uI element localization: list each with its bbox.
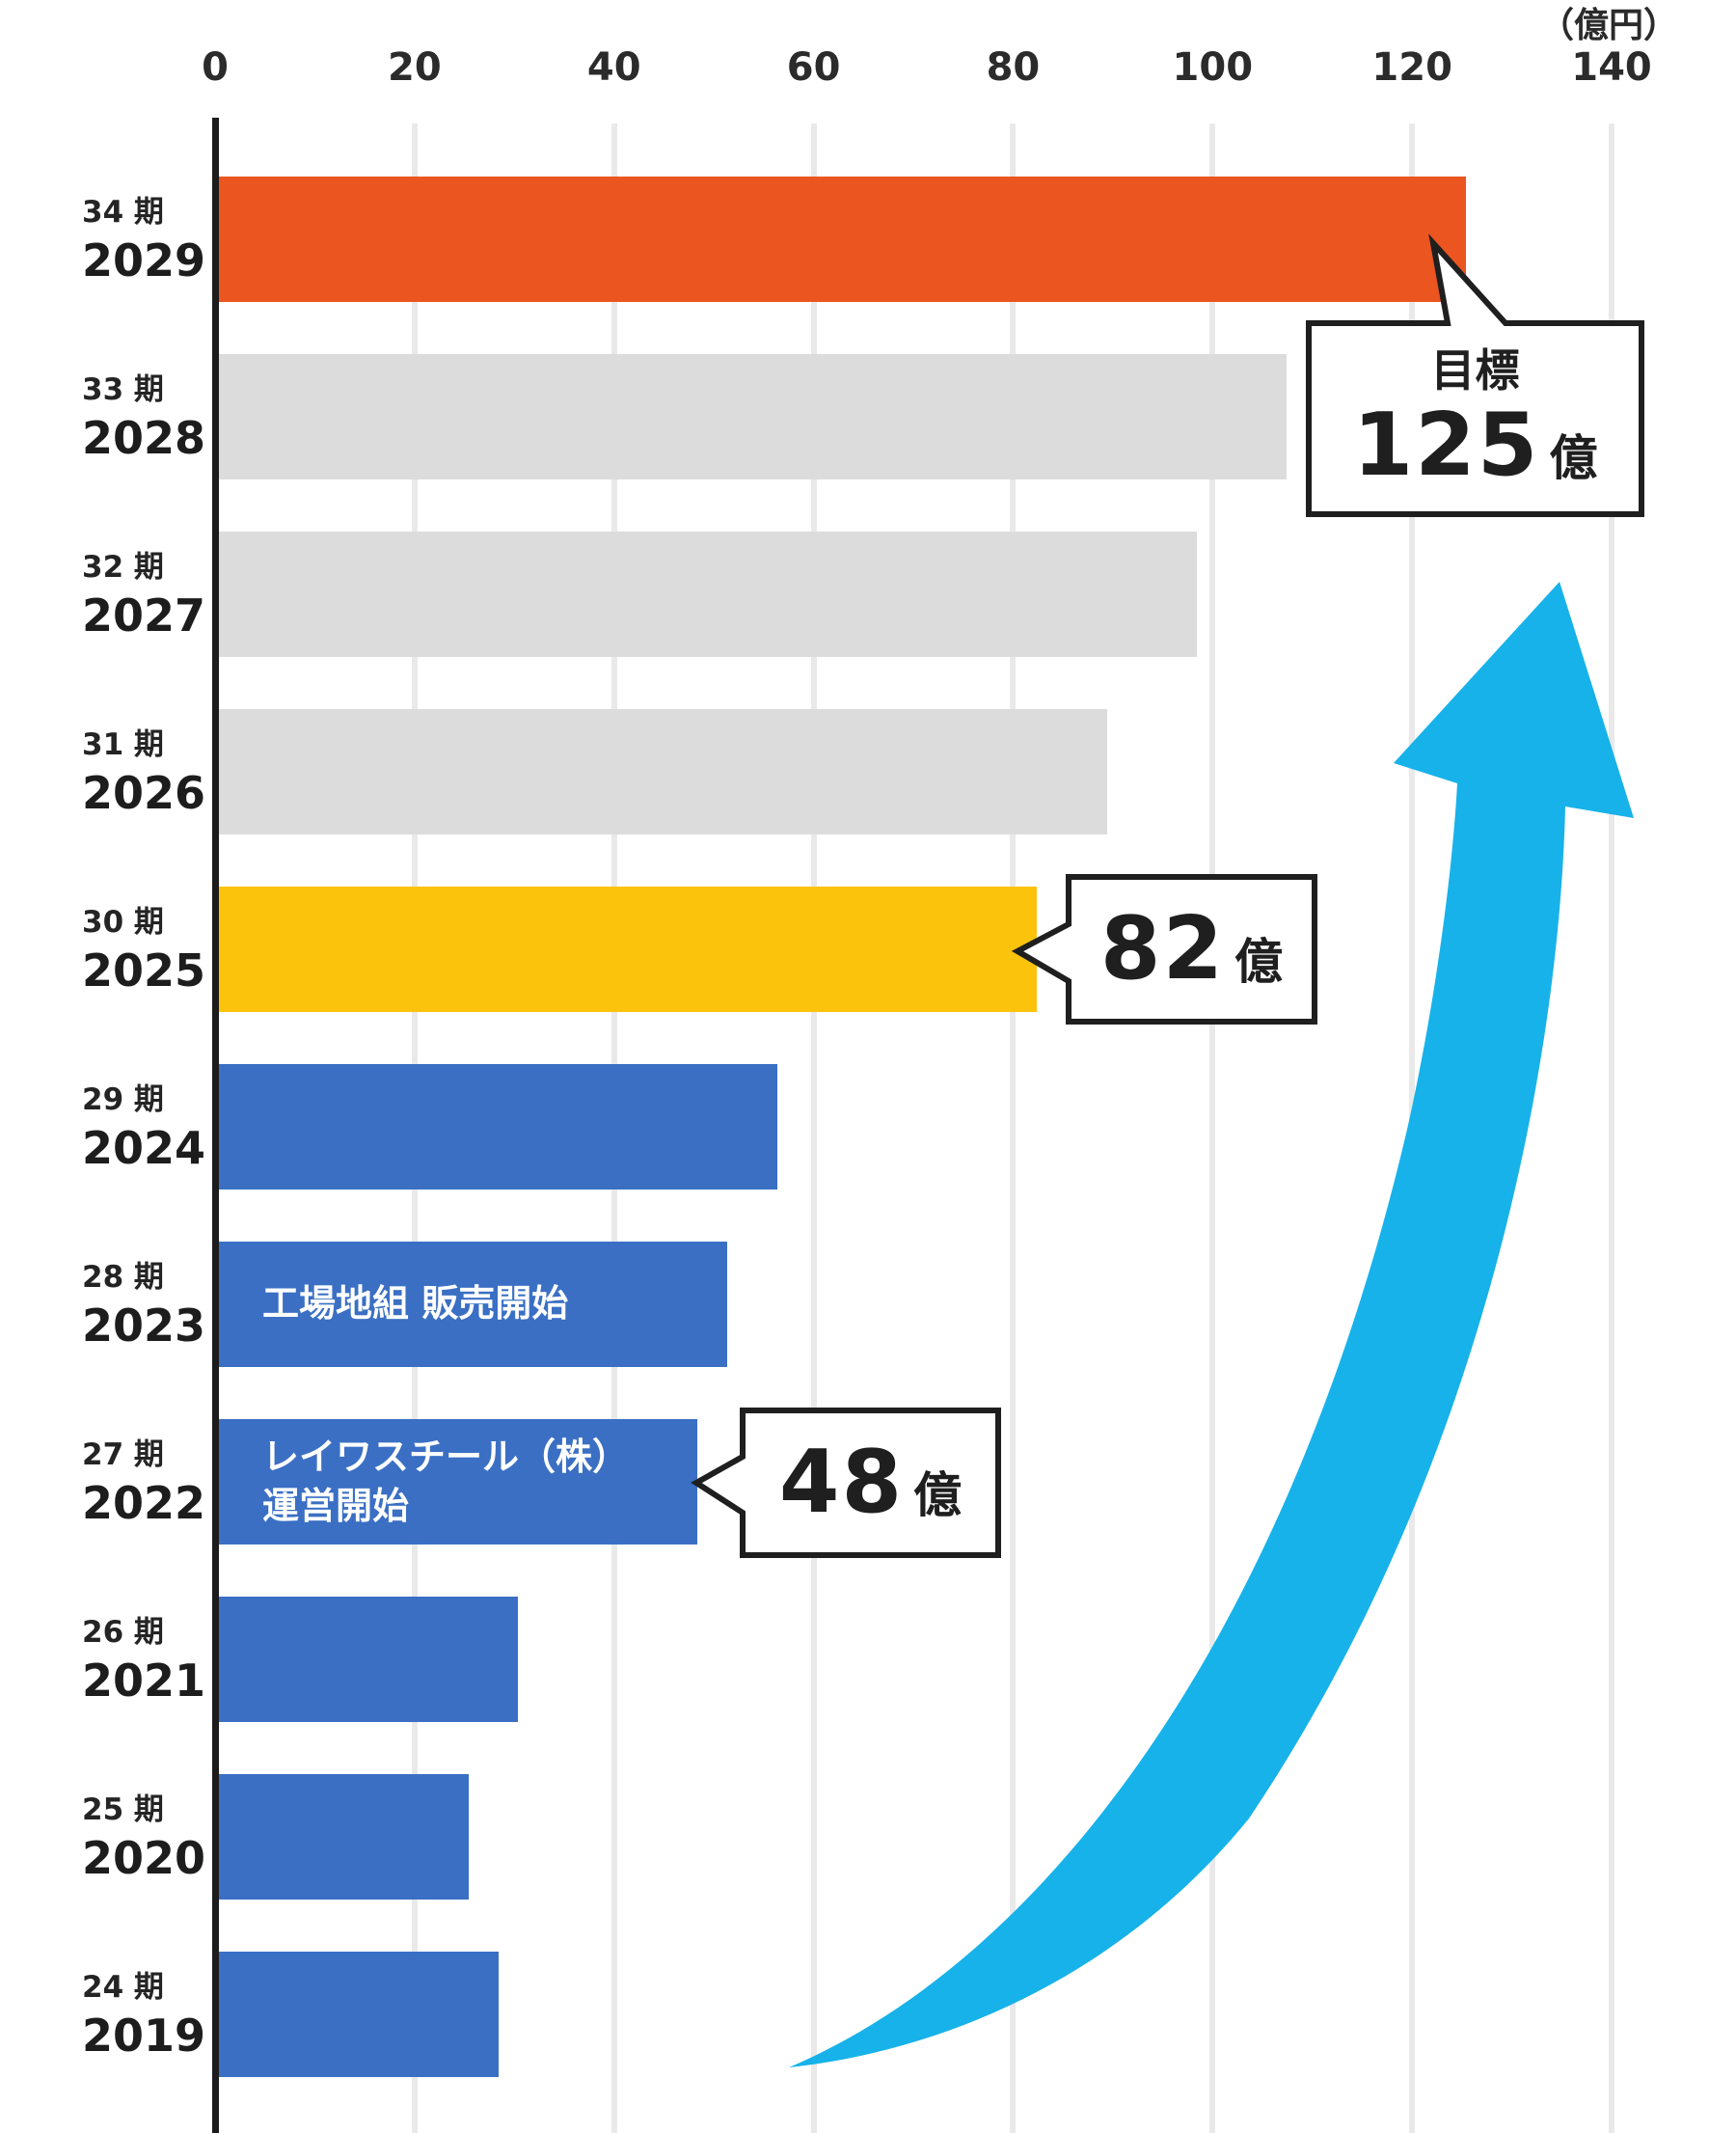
fiscal-period-label: 24 期 (82, 1970, 164, 2005)
gridline (1209, 123, 1216, 2133)
row-label-2027: 32 期 2027 (82, 544, 205, 644)
row-label-2025: 30 期 2025 (82, 899, 205, 999)
callout-unit: 億 (1234, 934, 1284, 990)
fiscal-period-label: 28 期 (82, 1260, 164, 1295)
callout-value: 82 (1099, 898, 1226, 999)
row-label-2019: 24 期 2019 (82, 1964, 205, 2065)
callout-bubble-mid (1011, 874, 1317, 1025)
gridline (1609, 123, 1615, 2133)
year-label: 2019 (82, 2010, 206, 2062)
fiscal-period-label: 26 期 (82, 1615, 164, 1650)
x-tick-label: 100 (1172, 45, 1254, 90)
callout-bubble-target (1306, 233, 1644, 517)
bar-2023: 工場地組 販売開始 (219, 1242, 728, 1367)
year-label: 2029 (82, 234, 206, 287)
callout-unit: 億 (913, 1467, 963, 1523)
fiscal-period-label: 27 期 (82, 1437, 164, 1472)
row-label-2028: 33 期 2028 (82, 367, 205, 467)
x-tick-label: 20 (388, 45, 442, 90)
callout-text-mid: 82 億 (1069, 877, 1315, 1022)
x-tick-label: 40 (586, 45, 641, 90)
bar-2025 (219, 887, 1038, 1012)
fiscal-period-label: 25 期 (82, 1792, 164, 1827)
callout-value: 125 (1352, 395, 1540, 496)
row-label-2026: 31 期 2026 (82, 722, 205, 822)
callout-value: 48 (778, 1432, 905, 1533)
year-label: 2024 (82, 1122, 206, 1174)
bar-2026 (219, 709, 1107, 834)
bar-2029 (219, 177, 1466, 302)
fiscal-period-label: 33 期 (82, 372, 164, 407)
row-label-2023: 28 期 2023 (82, 1254, 205, 1354)
year-label: 2027 (82, 589, 206, 642)
callout-text-target: 目標 125 億 (1309, 323, 1641, 514)
row-label-2020: 25 期 2020 (82, 1787, 205, 1887)
row-label-2024: 29 期 2024 (82, 1077, 205, 1177)
bar-2024 (219, 1064, 778, 1190)
x-tick-label: 140 (1571, 45, 1652, 90)
callout-text-low: 48 億 (743, 1410, 998, 1555)
callout-title: 目標 (1430, 344, 1520, 397)
x-tick-label: 120 (1371, 45, 1452, 90)
x-tick-label: 60 (786, 45, 841, 90)
axis-unit-label: （億円） (1538, 6, 1679, 45)
bar-2022: レイワスチール（株） 運営開始 (219, 1419, 698, 1545)
gridline (810, 123, 817, 2133)
growth-arrow (789, 582, 1634, 2067)
bar-2019 (219, 1952, 499, 2077)
fiscal-period-label: 31 期 (82, 727, 164, 762)
year-label: 2020 (82, 1832, 206, 1884)
x-tick-label: 80 (986, 45, 1041, 90)
year-label: 2028 (82, 412, 206, 464)
bar-2020 (219, 1774, 469, 1900)
fiscal-period-label: 29 期 (82, 1082, 164, 1117)
fiscal-period-label: 34 期 (82, 195, 164, 230)
year-label: 2025 (82, 944, 206, 997)
bar-2021 (219, 1597, 519, 1722)
bar-2028 (219, 354, 1287, 479)
year-label: 2026 (82, 767, 206, 819)
year-label: 2022 (82, 1477, 206, 1529)
y-axis-line (212, 118, 219, 2133)
row-label-2021: 26 期 2021 (82, 1609, 205, 1709)
bar-inline-label: レイワスチール（株） (262, 1435, 630, 1478)
row-label-2029: 34 期 2029 (82, 189, 205, 289)
bar-inline-label: 工場地組 販売開始 (262, 1282, 569, 1326)
year-label: 2021 (82, 1654, 206, 1707)
callout-unit: 億 (1549, 430, 1598, 486)
callout-bubble-low (691, 1408, 1001, 1558)
bar-2027 (219, 532, 1197, 657)
bar-inline-label: 運営開始 (262, 1485, 410, 1527)
year-label: 2023 (82, 1299, 206, 1352)
row-label-2022: 27 期 2022 (82, 1432, 205, 1532)
gridline (1010, 123, 1017, 2133)
fiscal-period-label: 30 期 (82, 905, 164, 940)
x-tick-label: 0 (202, 45, 229, 90)
fiscal-period-label: 32 期 (82, 550, 164, 585)
